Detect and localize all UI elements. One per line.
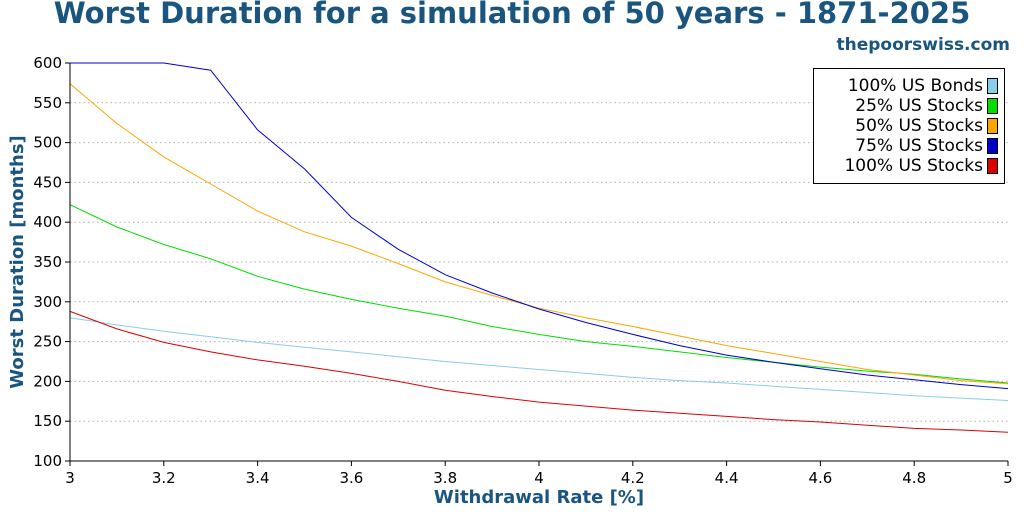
series-line: [69, 310, 1009, 433]
y-tick-label: 100: [33, 452, 62, 470]
x-tick-label: 3.4: [246, 469, 270, 487]
y-tick-label: 150: [33, 412, 62, 430]
y-tick-label: 600: [33, 54, 62, 72]
legend-item: 75% US Stocks: [855, 136, 998, 156]
legend-item: 100% US Stocks: [844, 156, 998, 176]
legend-swatch: [987, 158, 998, 174]
legend-swatch: [987, 98, 998, 114]
legend-label: 100% US Stocks: [844, 156, 983, 176]
x-tick-label: 4.8: [902, 469, 926, 487]
legend-item: 50% US Stocks: [855, 116, 998, 136]
x-tick-label: 4.2: [621, 469, 645, 487]
y-tick-label: 550: [33, 94, 62, 112]
legend: 100% US Bonds 25% US Stocks 50% US Stock…: [813, 68, 1005, 184]
y-axis-label: Worst Duration [months]: [7, 135, 28, 389]
y-tick-label: 200: [33, 372, 62, 390]
legend-swatch: [987, 138, 998, 154]
x-tick-label: 4.6: [808, 469, 832, 487]
chart-title: Worst Duration for a simulation of 50 ye…: [53, 0, 971, 30]
y-tick-label: 350: [33, 253, 62, 271]
series-line: [69, 317, 1009, 401]
legend-label: 25% US Stocks: [855, 96, 983, 116]
legend-label: 75% US Stocks: [855, 136, 983, 156]
x-tick-label: 3.6: [339, 469, 363, 487]
series-line: [70, 62, 1009, 390]
source-label: thepoorswiss.com: [836, 35, 1011, 55]
x-tick-label: 4: [534, 469, 544, 487]
y-tick-label: 250: [33, 333, 62, 351]
legend-label: 100% US Bonds: [847, 76, 983, 96]
legend-item: 25% US Stocks: [855, 96, 998, 116]
series-line: [69, 83, 1009, 385]
series-line: [69, 204, 1009, 384]
x-tick-label: 5: [1003, 469, 1013, 487]
x-tick-label: 3.8: [433, 469, 457, 487]
legend-swatch: [987, 78, 998, 94]
x-axis-label: Withdrawal Rate [%]: [434, 487, 644, 508]
x-tick-label: 3.2: [152, 469, 176, 487]
legend-item: 100% US Bonds: [848, 76, 998, 96]
x-tick-label: 4.4: [715, 469, 739, 487]
y-tick-label: 500: [33, 134, 62, 152]
y-tick-label: 450: [33, 173, 62, 191]
y-tick-label: 300: [33, 293, 62, 311]
legend-swatch: [987, 118, 998, 134]
legend-label: 50% US Stocks: [855, 116, 983, 136]
x-tick-label: 3: [65, 469, 75, 487]
y-tick-label: 400: [33, 213, 62, 231]
